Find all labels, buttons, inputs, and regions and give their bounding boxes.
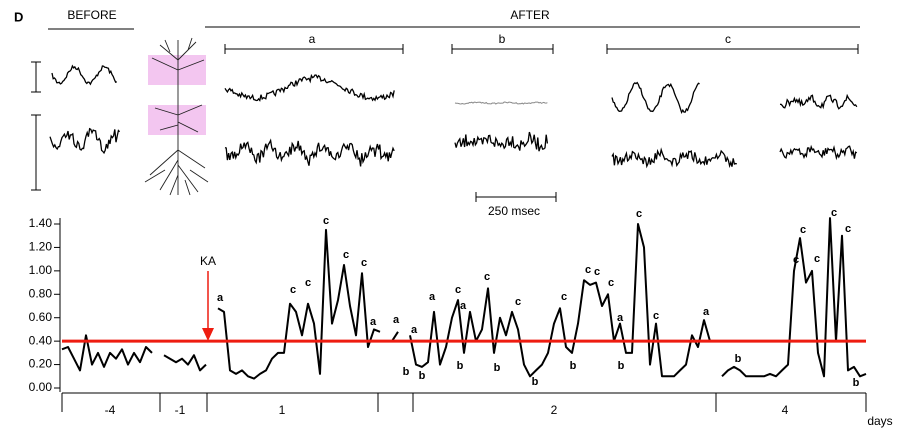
epoch-annotation: b bbox=[735, 353, 742, 365]
epoch-annotation: b bbox=[457, 360, 464, 372]
epoch-annotation: b bbox=[419, 370, 426, 382]
epoch-annotation: b bbox=[618, 360, 625, 372]
trace bbox=[224, 73, 395, 102]
epoch-annotation: b bbox=[403, 366, 410, 378]
brackets bbox=[31, 44, 859, 202]
epoch-annotation: a bbox=[703, 306, 710, 318]
x-tick-label: -4 bbox=[105, 403, 116, 417]
y-tick-label: 0.20 bbox=[29, 357, 53, 371]
y-tick-label: 0.80 bbox=[29, 286, 53, 300]
epoch-annotation: c bbox=[561, 291, 567, 303]
epoch-annotation: c bbox=[290, 284, 296, 296]
epoch-annotation: c bbox=[305, 277, 311, 289]
epoch-annotation: c bbox=[323, 215, 329, 227]
epoch-annotation: c bbox=[361, 257, 367, 269]
epoch-annotation: c bbox=[585, 264, 591, 276]
epoch-annotation: c bbox=[793, 254, 799, 266]
x-tick-label: 4 bbox=[782, 403, 789, 417]
epoch-annotation: c bbox=[515, 296, 521, 308]
epoch-annotation: c bbox=[455, 284, 461, 296]
x-tick-label: -1 bbox=[175, 403, 186, 417]
trace bbox=[611, 147, 737, 169]
traces bbox=[49, 64, 858, 169]
epoch-annotation: c bbox=[845, 223, 851, 235]
epoch-annotation: c bbox=[594, 266, 600, 278]
trace bbox=[779, 144, 858, 161]
epoch-annotation: b bbox=[532, 376, 539, 388]
epoch-annotation: c bbox=[636, 208, 642, 220]
y-tick-label: 0.40 bbox=[29, 333, 53, 347]
trace bbox=[454, 131, 549, 152]
epoch-annotation: c bbox=[484, 271, 490, 283]
trace bbox=[51, 64, 118, 86]
trace bbox=[779, 93, 858, 110]
event-label: KA bbox=[200, 254, 216, 268]
x-tick-label: 2 bbox=[551, 403, 558, 417]
epoch-label: b bbox=[499, 32, 506, 46]
epoch-annotation: c bbox=[343, 249, 349, 261]
y-tick-label: 1.40 bbox=[29, 216, 53, 230]
trace bbox=[611, 81, 700, 115]
epoch-annotation: a bbox=[460, 300, 467, 312]
epoch-label: a bbox=[309, 32, 316, 46]
epoch-annotation: a bbox=[370, 316, 377, 328]
epoch-annotation: a bbox=[217, 292, 224, 304]
neuron bbox=[144, 37, 209, 196]
epoch-label: c bbox=[725, 32, 731, 46]
epoch-annotation: b bbox=[570, 360, 577, 372]
after-label: AFTER bbox=[510, 8, 550, 22]
x-unit: days bbox=[867, 414, 892, 428]
trace bbox=[49, 127, 121, 155]
x-tick-label: 1 bbox=[279, 403, 286, 417]
panel-label: D bbox=[14, 9, 23, 24]
epoch-annotation: a bbox=[429, 291, 436, 303]
chart: 0.00 0.20 0.40 0.60 0.80 1.00 1.20 1.40 -4 -1 1 2 4 d… bbox=[29, 207, 893, 428]
y-tick-label: 1.20 bbox=[29, 240, 53, 254]
epoch-annotation: c bbox=[608, 277, 614, 289]
y-tick-label: 0.00 bbox=[29, 380, 53, 394]
y-tick-label: 0.60 bbox=[29, 310, 53, 324]
scale-bar-label: 250 msec bbox=[488, 204, 540, 218]
before-label: BEFORE bbox=[67, 8, 116, 22]
epoch-annotation: c bbox=[831, 207, 837, 219]
data-line bbox=[61, 217, 867, 380]
epoch-annotation: c bbox=[814, 253, 820, 265]
y-tick-label: 1.00 bbox=[29, 263, 53, 277]
epoch-annotation: c bbox=[800, 224, 806, 236]
event-arrowhead bbox=[202, 328, 214, 341]
epoch-annotation: a bbox=[411, 324, 418, 336]
epoch-annotation: b bbox=[853, 377, 860, 389]
epoch-annotation: c bbox=[653, 310, 659, 322]
epoch-annotation: a bbox=[393, 314, 400, 326]
epoch-annotation: a bbox=[617, 312, 624, 324]
epoch-annotation: b bbox=[494, 362, 501, 374]
trace bbox=[454, 101, 548, 105]
trace bbox=[224, 138, 395, 167]
